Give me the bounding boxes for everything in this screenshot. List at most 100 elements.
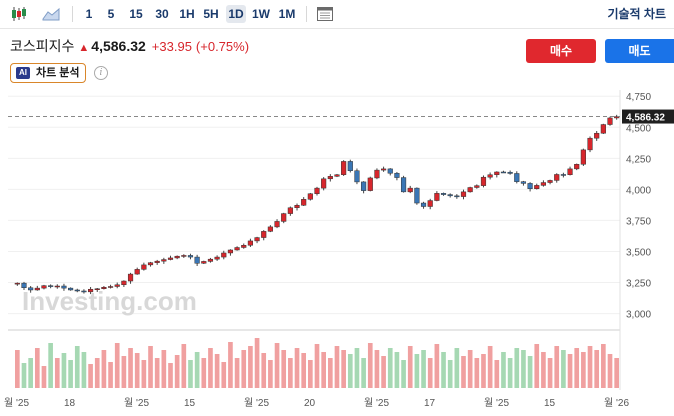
candle-body <box>107 286 114 288</box>
sell-button[interactable]: 매도 <box>605 39 674 63</box>
buy-button[interactable]: 매수 <box>526 39 596 63</box>
volume-bar <box>168 363 173 388</box>
info-icon[interactable]: i <box>94 66 108 80</box>
candle-body <box>68 287 74 291</box>
candle-body <box>594 132 600 139</box>
candle <box>54 284 60 289</box>
candle-body <box>507 171 513 174</box>
candle <box>261 230 267 241</box>
time-tick-label: 월 '25 <box>484 397 509 409</box>
last-price-badge <box>622 109 674 124</box>
candle-body <box>261 231 267 238</box>
interval-1d[interactable]: 1D <box>226 5 246 23</box>
ai-chart-analysis-button[interactable]: AI 차트 분석 <box>10 63 86 83</box>
volume-bar <box>407 346 413 388</box>
volume-bar <box>161 350 167 388</box>
volume-bar <box>381 356 386 388</box>
candle <box>527 182 533 192</box>
candle-body <box>274 221 280 228</box>
volume-bar <box>467 350 473 388</box>
price-tick-label: 4,500 <box>626 123 651 134</box>
interval-1m[interactable]: 1M <box>278 7 296 21</box>
technical-chart-link[interactable]: 기술적 차트 <box>607 7 666 21</box>
candle <box>460 189 467 200</box>
candle-body <box>234 247 240 251</box>
interval-15[interactable]: 15 <box>129 7 143 21</box>
price-chart[interactable]: Investing.com 4,750 4,500 4,250 4,000 3,750 3… <box>0 90 674 416</box>
interval-5h[interactable]: 5H <box>203 7 219 21</box>
volume-bar <box>28 358 33 388</box>
price-tick-label: 4,250 <box>626 154 651 165</box>
index-name: 코스피지수 <box>10 38 75 54</box>
candle <box>114 282 120 289</box>
candle <box>540 180 546 187</box>
candle <box>480 175 487 188</box>
volume-bar <box>341 350 346 388</box>
candle-body <box>387 168 393 174</box>
volume-bar <box>68 360 73 388</box>
interval-30[interactable]: 30 <box>155 7 169 21</box>
volume-bar <box>301 353 307 388</box>
candle <box>554 173 560 183</box>
candle <box>534 183 540 190</box>
candle <box>467 186 473 193</box>
interval-1w[interactable]: 1W <box>252 7 270 21</box>
candle-body <box>141 264 147 270</box>
toolbar-divider <box>306 6 307 22</box>
candle <box>307 192 313 201</box>
candle-body <box>414 187 420 204</box>
candle <box>88 286 94 295</box>
volume-bar <box>567 354 573 388</box>
candle <box>154 259 160 265</box>
candle-body <box>480 176 487 186</box>
volume-bar <box>487 346 493 388</box>
volume-bar <box>447 360 453 388</box>
candle-body <box>127 273 134 282</box>
interval-5[interactable]: 5 <box>107 7 115 21</box>
candle <box>507 170 513 175</box>
candle <box>94 287 100 292</box>
candle-body <box>540 182 546 186</box>
candle-body <box>354 170 360 183</box>
volume-bar <box>361 358 366 388</box>
calendar-icon[interactable] <box>316 5 334 23</box>
interval-1h[interactable]: 1H <box>179 7 195 21</box>
volume-bar <box>514 348 520 388</box>
candle <box>234 246 240 251</box>
candle <box>500 170 507 174</box>
candlestick-icon[interactable] <box>10 6 28 22</box>
volume-bar <box>148 346 153 388</box>
candle-body <box>267 226 273 232</box>
volume-bar <box>274 343 280 388</box>
candle <box>594 130 600 141</box>
interval-1[interactable]: 1 <box>85 7 93 21</box>
candle-body <box>527 183 533 189</box>
area-chart-icon[interactable] <box>42 7 60 21</box>
candle-body <box>161 259 167 262</box>
candle-body <box>534 185 540 189</box>
chart-toolbar: 1 5 15 30 1H 5H 1D 1W 1M 기술적 차트 <box>0 0 674 29</box>
volume-bar <box>141 360 147 388</box>
candle-body <box>227 249 234 254</box>
volume-bar <box>427 358 433 388</box>
candle <box>281 212 287 224</box>
candle-body <box>407 187 413 193</box>
candle <box>341 160 347 176</box>
candle-body <box>207 258 214 262</box>
candle <box>301 197 307 207</box>
candle-body <box>574 164 580 170</box>
volume-bar <box>321 352 326 388</box>
candle-body <box>487 174 493 178</box>
volume-bar <box>234 358 240 388</box>
candle <box>221 250 227 260</box>
volume-bar <box>507 358 513 388</box>
volume-bar <box>314 344 320 388</box>
volume-bar <box>268 360 273 388</box>
time-tick-label: 17 <box>424 398 436 409</box>
candle <box>420 201 427 209</box>
candle <box>214 255 220 261</box>
candle <box>560 172 566 178</box>
candle-body <box>74 289 80 292</box>
volume-bar <box>221 362 227 388</box>
candle <box>21 281 27 290</box>
